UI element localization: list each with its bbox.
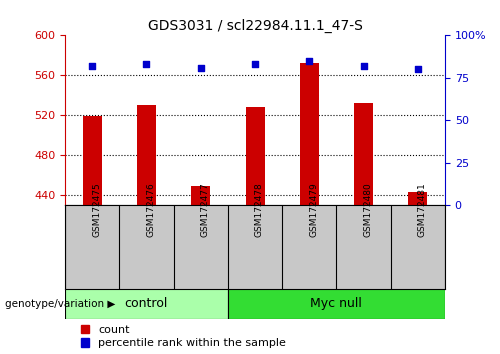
Text: GSM172478: GSM172478 [255, 182, 264, 237]
Text: genotype/variation ▶: genotype/variation ▶ [5, 298, 116, 309]
Text: GSM172481: GSM172481 [418, 182, 427, 237]
Bar [82, 116, 102, 205]
Title: GDS3031 / scl22984.11.1_47-S: GDS3031 / scl22984.11.1_47-S [148, 19, 362, 33]
Point [196, 65, 204, 70]
Bar [354, 103, 373, 205]
Text: GSM172480: GSM172480 [364, 182, 372, 237]
Text: GSM172475: GSM172475 [92, 182, 101, 237]
Point [88, 63, 96, 69]
Point [251, 62, 259, 67]
Bar [300, 63, 319, 205]
FancyBboxPatch shape [65, 289, 228, 319]
Bar [191, 186, 210, 205]
Point [306, 58, 314, 64]
Point [142, 62, 150, 67]
FancyBboxPatch shape [228, 289, 445, 319]
Bar [246, 107, 264, 205]
Text: control: control [124, 297, 168, 310]
Point [360, 63, 368, 69]
Legend: count, percentile rank within the sample: count, percentile rank within the sample [80, 325, 286, 348]
Bar [408, 192, 428, 205]
Point [414, 67, 422, 72]
Text: GSM172477: GSM172477 [200, 182, 209, 237]
Text: GSM172476: GSM172476 [146, 182, 156, 237]
Bar [137, 105, 156, 205]
Text: Myc null: Myc null [310, 297, 362, 310]
Text: GSM172479: GSM172479 [310, 182, 318, 237]
